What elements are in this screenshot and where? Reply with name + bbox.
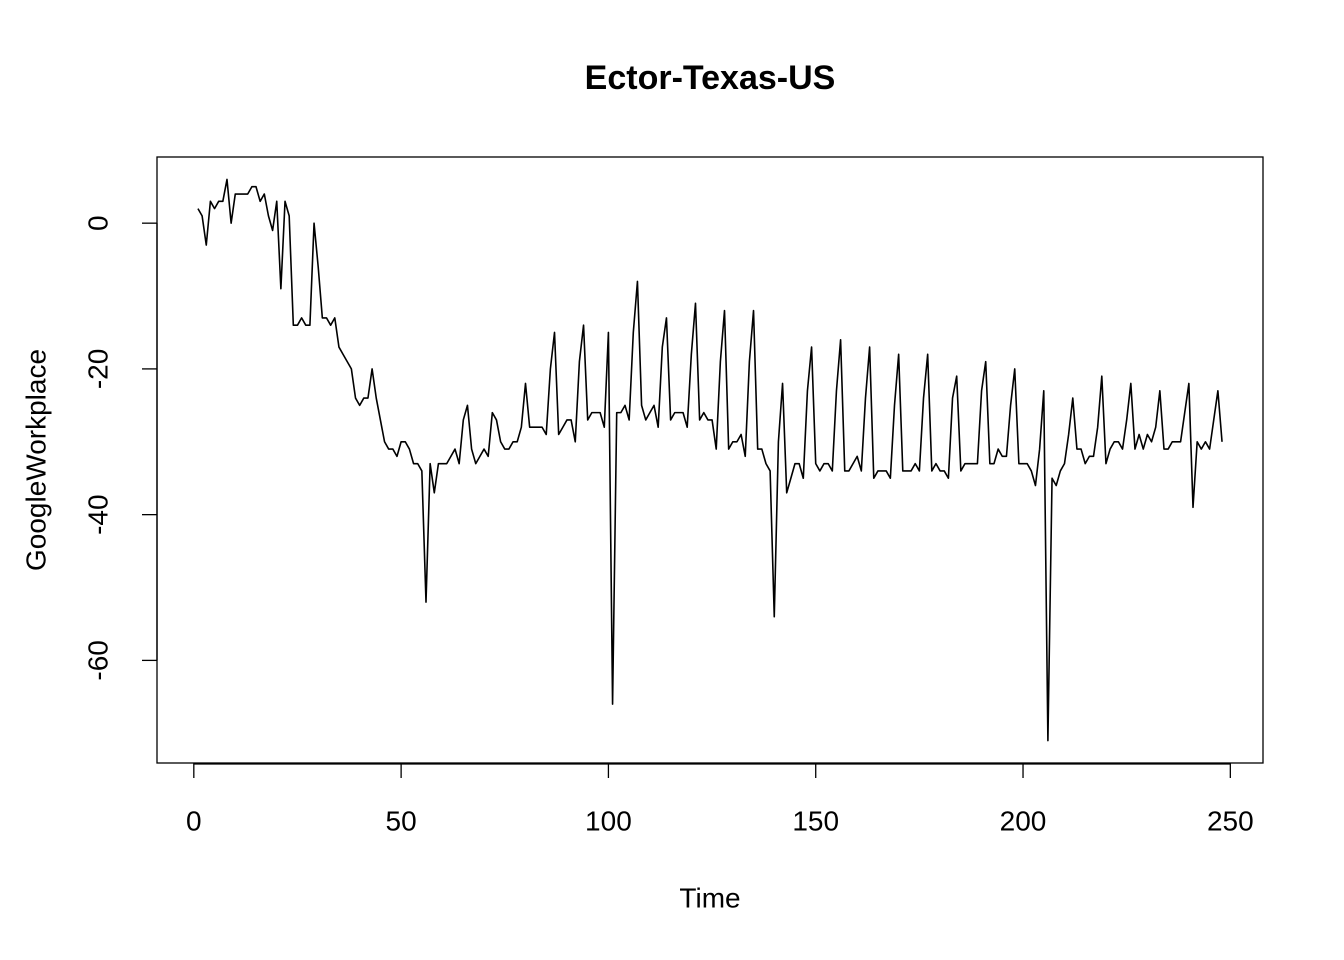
chart-title: Ector-Texas-US [585,59,836,97]
x-tick-label: 100 [585,805,632,836]
y-tick-label: -60 [82,640,113,680]
x-tick-label: 250 [1207,805,1254,836]
y-tick-label: -20 [82,349,113,389]
y-axis-label: GoogleWorkplace [20,349,51,571]
x-axis-label: Time [679,882,740,913]
data-line [197,178,1223,742]
x-tick-label: 50 [386,805,417,836]
y-tick-label: 0 [82,215,113,231]
y-tick-label: -40 [82,494,113,534]
x-tick-label: 0 [186,805,202,836]
x-tick-label: 200 [1000,805,1047,836]
x-tick-label: 150 [792,805,839,836]
